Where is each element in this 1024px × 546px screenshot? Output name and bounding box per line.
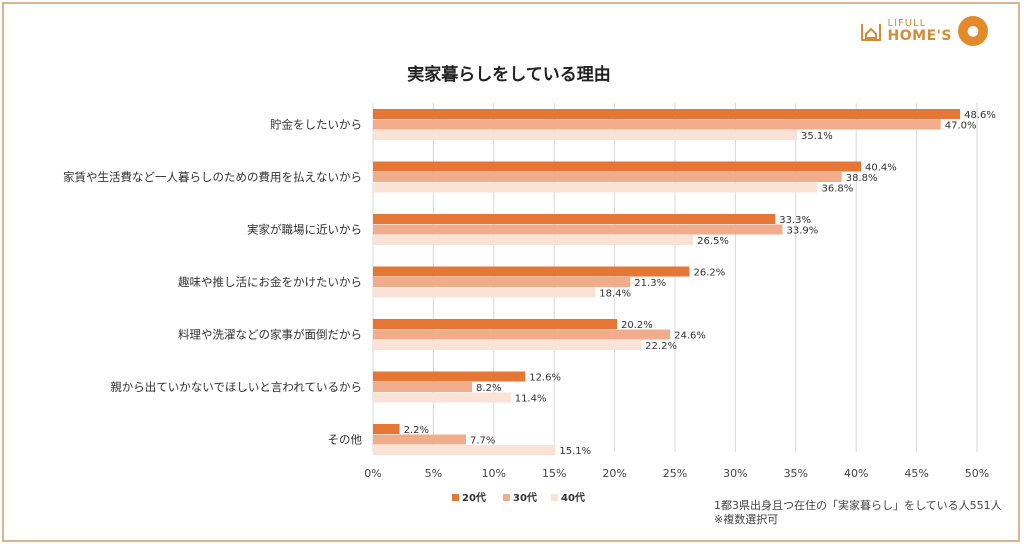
bar: [373, 266, 690, 277]
mascot-icon: ●: [958, 16, 988, 46]
bar: [373, 161, 862, 172]
legend-label: 40代: [561, 491, 585, 504]
category-label: 料理や洗濯などの家事が面倒だから: [178, 328, 362, 342]
x-tick-label: 15%: [542, 467, 566, 480]
legend-swatch: [551, 494, 558, 501]
chart-note: 1都3県出身且つ在住の「実家暮らし」をしている人551人 ※複数選択可: [714, 499, 1002, 527]
legend-label: 20代: [462, 491, 486, 504]
value-label: 40.4%: [865, 163, 897, 174]
value-label: 26.5%: [697, 236, 729, 247]
category-label: 親から出ていかないでほしいと言われているから: [110, 380, 362, 394]
bar: [373, 214, 776, 224]
value-label: 48.6%: [964, 110, 996, 121]
x-tick-label: 45%: [904, 467, 928, 480]
value-label: 36.8%: [822, 184, 854, 195]
value-label: 11.4%: [515, 394, 547, 405]
bar: [373, 109, 961, 119]
bar: [373, 340, 642, 350]
bar: [373, 371, 526, 382]
x-tick-label: 25%: [663, 467, 687, 480]
legend-swatch: [452, 494, 459, 501]
bar: [373, 434, 467, 445]
house-icon: [860, 24, 881, 41]
logo-line2: HOME'S: [887, 28, 952, 44]
bar: [373, 224, 783, 235]
bar: [373, 277, 631, 287]
bar: [373, 172, 842, 182]
chart-title: 実家暮らしをしている理由: [407, 64, 611, 85]
x-tick-label: 10%: [482, 467, 506, 480]
note-line1: 1都3県出身且つ在住の「実家暮らし」をしている人551人: [714, 499, 1002, 512]
category-label: その他: [328, 433, 363, 447]
x-tick-label: 40%: [844, 467, 868, 480]
bar: [373, 329, 671, 340]
value-label: 7.7%: [470, 436, 495, 447]
bar: [373, 119, 941, 130]
value-label: 33.9%: [787, 226, 819, 237]
logo-text: LIFULL HOME'S: [887, 18, 952, 44]
value-label: 8.2%: [476, 383, 501, 394]
x-tick-label: 35%: [784, 467, 808, 480]
x-tick-label: 5%: [425, 467, 442, 480]
bar: [373, 287, 596, 298]
value-label: 12.6%: [529, 373, 561, 384]
value-label: 38.8%: [846, 173, 878, 184]
value-label: 35.1%: [801, 131, 833, 142]
value-label: 26.2%: [693, 268, 725, 279]
x-tick-label: 50%: [965, 467, 989, 480]
value-label: 15.1%: [559, 446, 591, 457]
bar: [373, 445, 556, 455]
value-label: 20.2%: [621, 320, 653, 331]
lifull-homes-logo: LIFULL HOME'S ●: [860, 16, 988, 46]
x-tick-label: 20%: [602, 467, 626, 480]
value-label: 33.3%: [779, 215, 811, 226]
value-label: 2.2%: [404, 425, 429, 436]
value-label: 18.4%: [599, 289, 631, 300]
bar: [373, 130, 798, 140]
bar: [373, 182, 818, 193]
bar: [373, 424, 400, 434]
category-label: 貯金をしたいから: [270, 118, 362, 132]
note-line2: ※複数選択可: [714, 513, 779, 526]
bar: [373, 319, 618, 329]
value-label: 47.0%: [945, 121, 977, 132]
value-label: 21.3%: [634, 278, 666, 289]
bar: [373, 382, 473, 392]
legend-label: 30代: [513, 491, 537, 504]
bar: [373, 235, 694, 245]
bar: [373, 392, 511, 403]
category-label: 家賃や生活費など一人暮らしのための費用を払えないから: [63, 170, 362, 184]
category-label: 趣味や推し活にお金をかけたいから: [178, 275, 362, 289]
x-tick-label: 30%: [723, 467, 747, 480]
value-label: 24.6%: [674, 331, 706, 342]
category-label: 実家が職場に近いから: [247, 223, 362, 237]
logo-line1: LIFULL: [887, 18, 927, 29]
legend-swatch: [503, 494, 510, 501]
x-tick-label: 0%: [364, 467, 381, 480]
value-label: 22.2%: [645, 341, 677, 352]
